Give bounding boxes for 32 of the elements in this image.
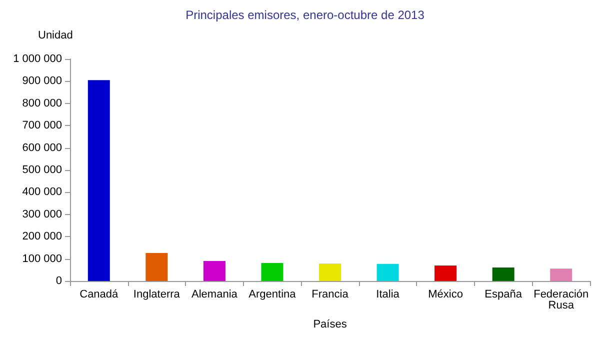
bar <box>261 263 284 281</box>
y-tick-label: 100 000 <box>22 252 62 265</box>
y-tick-label: 800 000 <box>22 97 62 110</box>
bar <box>550 268 572 281</box>
y-tick-label: 300 000 <box>22 208 62 220</box>
x-tick-label: España <box>484 288 523 300</box>
y-tick-label: 200 000 <box>22 230 62 243</box>
y-tick-label: 0 <box>56 275 62 287</box>
y-tick-label: 1 000 000 <box>13 53 62 65</box>
y-axis-title: Unidad <box>38 30 73 42</box>
y-tick-label: 700 000 <box>22 120 62 132</box>
y-tick-label: 900 000 <box>22 75 62 88</box>
y-tick-label: 500 000 <box>22 164 62 176</box>
bar <box>434 265 457 281</box>
x-axis-title: Países <box>313 318 348 330</box>
x-tick-label: Inglaterra <box>133 288 181 300</box>
x-tick-label: Argentina <box>248 288 297 300</box>
bar <box>492 267 514 281</box>
x-tick-label: Canadá <box>80 288 120 300</box>
bar <box>203 261 226 281</box>
x-tick-label: Italia <box>376 288 400 300</box>
x-tick-label: Francia <box>312 288 350 300</box>
bar <box>319 263 341 281</box>
y-tick-label: 600 000 <box>22 142 62 154</box>
bar <box>88 80 110 281</box>
bar <box>376 264 399 281</box>
x-tick-label: México <box>428 288 463 300</box>
y-tick-label: 400 000 <box>22 186 62 198</box>
x-tick-label: Federación Rusa <box>534 288 589 312</box>
chart-title: Principales emisores, enero-octubre de 2013 <box>186 8 425 22</box>
bar <box>146 253 168 281</box>
x-tick-label: Alemania <box>192 288 238 300</box>
